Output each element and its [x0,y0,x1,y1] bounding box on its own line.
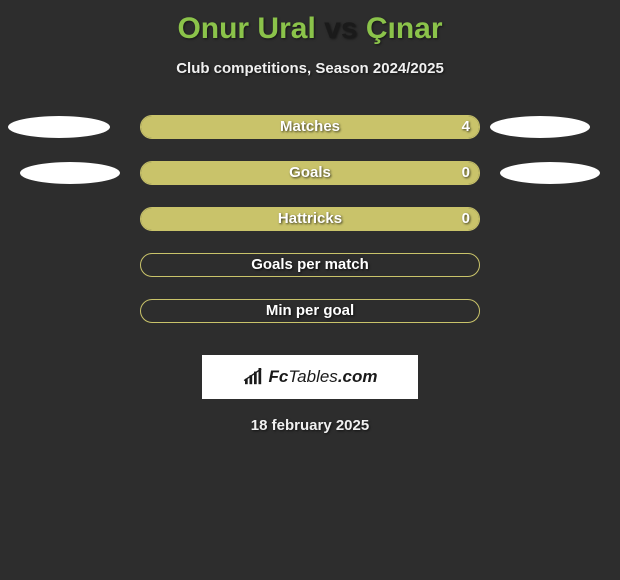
stat-bar-fill [141,162,479,184]
stat-bar [140,161,480,185]
stat-bar [140,299,480,323]
right-ellipse [500,162,600,184]
date: 18 february 2025 [0,417,620,434]
player1-name: Onur Ural [177,12,315,45]
logo-text: FcTables.com [269,367,378,387]
player2-name: Çınar [366,12,443,45]
stat-row: Hattricks0 [0,207,620,253]
logo-fc: Fc [269,367,289,386]
stat-bar [140,253,480,277]
stat-row: Matches4 [0,115,620,161]
stat-bar [140,115,480,139]
subtitle: Club competitions, Season 2024/2025 [0,60,620,77]
left-ellipse [20,162,120,184]
stat-bar [140,207,480,231]
logo: FcTables.com [243,367,378,387]
bars-icon [243,368,265,386]
stat-row: Min per goal [0,299,620,345]
stat-row: Goals per match [0,253,620,299]
logo-com: .com [338,367,378,386]
stat-bar-fill [141,116,479,138]
stat-rows: Matches4Goals0Hattricks0Goals per matchM… [0,115,620,345]
right-ellipse [490,116,590,138]
left-ellipse [8,116,110,138]
logo-box: FcTables.com [202,355,418,399]
stat-bar-fill [141,208,479,230]
stat-row: Goals0 [0,161,620,207]
comparison-title: Onur Ural vs Çınar [0,0,620,46]
logo-tables: Tables [288,367,337,386]
vs-word: vs [324,12,357,45]
